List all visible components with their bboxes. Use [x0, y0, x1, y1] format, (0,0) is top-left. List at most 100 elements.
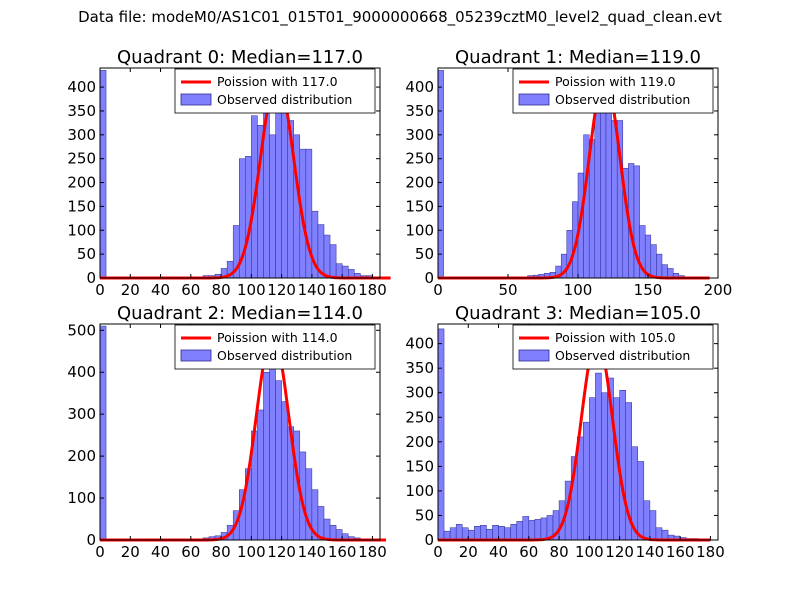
quadrant-2-legend: Poission with 114.0 Observed distribution: [174, 324, 376, 370]
quadrant-0-xtick-label: 40: [151, 281, 170, 299]
quadrant-3-title: Quadrant 3: Median=105.0: [455, 303, 701, 324]
quadrant-3-bar: [480, 525, 487, 541]
quadrant-3-bar: [637, 461, 645, 541]
quadrant-1-legend-observed-label: Observed distribution: [555, 92, 690, 107]
quadrant-3-ytick-label: 150: [405, 457, 434, 475]
quadrant-3-bar: [540, 517, 548, 541]
quadrant-0-axes-frame: [99, 67, 381, 279]
quadrant-0-title: Quadrant 0: Median=117.0: [117, 47, 363, 68]
quadrant-3-legend: Poission with 105.0 Observed distribution: [512, 324, 714, 370]
quadrant-3-bar: [510, 524, 517, 541]
quadrant-1-plot: 0 50 100 150 200 0 50 100 150 200 250 300 350 400 Quad…: [405, 47, 732, 299]
quadrant-0-legend-bar-swatch: [180, 93, 212, 106]
quadrant-2-xtick-label: 100: [237, 543, 266, 561]
quadrant-2-bar: [257, 409, 264, 541]
quadrant-1-ytick-label: 350: [405, 102, 434, 120]
quadrant-0-legend: Poission with 117.0 Observed distribution: [174, 68, 376, 114]
quadrant-0-bar: [341, 265, 349, 279]
quadrant-1-ytick-label: 300: [405, 126, 434, 144]
quadrant-3-bar: [619, 390, 626, 541]
quadrant-2-bar: [281, 401, 288, 541]
quadrant-0-xtick-label: 180: [358, 281, 387, 299]
quadrant-1-bar: [661, 264, 668, 279]
quadrant-0-bar: [281, 96, 288, 279]
quadrant-2-xtick-label: 180: [358, 543, 387, 561]
quadrant-0-legend-box: [174, 68, 376, 114]
quadrant-2-bar: [269, 363, 276, 541]
quadrant-3-xtick-label: 20: [459, 543, 478, 561]
quadrant-2-xtick-label: 60: [181, 543, 200, 561]
quadrant-3-bar: [449, 527, 457, 541]
quadrant-3-ytick-label: 0: [424, 531, 434, 549]
quadrant-1-legend-poisson-label: Poission with 119.0: [555, 74, 676, 89]
quadrant-2-title: Quadrant 2: Median=114.0: [117, 303, 363, 324]
quadrant-3-axes-frame: [437, 323, 719, 541]
quadrant-3-plot: 0 20 40 60 80 100 120 140 160 1800501001502002503…: [405, 303, 724, 561]
quadrant-3-bar: [649, 510, 657, 541]
quadrant-2-ytick-label: 300: [67, 405, 96, 423]
quadrant-3-ytick-label: 200: [405, 433, 434, 451]
quadrant-0-xtick-label: 160: [328, 281, 357, 299]
quadrant-3-bar: [583, 421, 590, 541]
quadrant-1-bar: [650, 244, 657, 279]
quadrant-2-xtick-label: 120: [267, 543, 296, 561]
quadrant-2-xtick-label: 140: [298, 543, 327, 561]
quadrant-2-legend-observed-label: Observed distribution: [217, 348, 352, 363]
quadrant-2-xtick-label: 0: [95, 543, 105, 561]
quadrant-1-ytick-label: 250: [405, 150, 434, 168]
quadrant-1-ytick-label: 0: [424, 269, 434, 287]
quadrant-3-ytick-label: 350: [405, 359, 434, 377]
quadrant-3-ytick-label: 300: [405, 384, 434, 402]
quadrant-3-bar: [474, 526, 481, 541]
quadrant-2-xtick-label: 20: [121, 543, 140, 561]
quadrant-1-xtick-label: 200: [704, 281, 733, 299]
quadrant-0-bar: [329, 244, 337, 279]
quadrant-3-xtick-label: 80: [550, 543, 569, 561]
quadrant-0-ytick-label: 400: [67, 78, 96, 96]
quadrant-0-bar: [323, 234, 331, 279]
quadrant-2-xtick-label: 160: [328, 543, 357, 561]
quadrant-1-legend-bar-swatch: [518, 93, 550, 106]
quadrant-0-ytick-label: 250: [67, 150, 96, 168]
quadrant-3-legend-poisson-label: Poission with 105.0: [555, 330, 676, 345]
quadrant-3-legend-box: [512, 324, 714, 370]
quadrant-2-ytick-label: 0: [86, 531, 96, 549]
quadrant-3-ytick-label: 250: [405, 408, 434, 426]
quadrant-1-ytick-label: 100: [405, 221, 434, 239]
quadrant-1-xtick-label: 0: [433, 281, 443, 299]
quadrant-0-bar: [335, 263, 343, 279]
quadrant-0-plot: 0 20 40 60 80 100 120 140 160 1800501001502002503…: [67, 47, 391, 299]
quadrant-3-legend-bar-swatch: [518, 349, 550, 362]
quadrant-3-xtick-label: 0: [433, 543, 443, 561]
quadrant-3-bar: [498, 526, 505, 541]
quadrant-1-legend: Poission with 119.0 Observed distribution: [512, 68, 714, 114]
quadrant-3-bar: [595, 372, 602, 541]
quadrant-3-xtick-label: 120: [605, 543, 634, 561]
quadrant-1-xtick-label: 50: [498, 281, 517, 299]
quadrant-0-legend-observed-label: Observed distribution: [217, 92, 352, 107]
quadrant-0-xtick-label: 0: [95, 281, 105, 299]
quadrant-3-xtick-label: 160: [666, 543, 695, 561]
quadrant-3-xtick-label: 60: [519, 543, 538, 561]
quadrant-1-xtick-label: 100: [564, 281, 593, 299]
quadrant-3-bar: [492, 525, 499, 541]
quadrant-3-bar: [504, 527, 511, 541]
quadrant-2-bar: [335, 529, 343, 541]
quadrant-1-bar: [605, 105, 612, 279]
quadrant-1-ytick-label: 400: [405, 78, 434, 96]
quadrant-3-bar: [655, 527, 663, 541]
quadrant-0-xtick-label: 120: [267, 281, 296, 299]
quadrant-0-xtick-label: 140: [298, 281, 327, 299]
quadrant-2-axes-frame: [99, 323, 381, 541]
quadrant-0-bar: [269, 134, 276, 279]
quadrant-3-bar: [589, 397, 596, 541]
quadrant-0-xtick-label: 60: [181, 281, 200, 299]
quadrant-3-bar: [528, 520, 536, 541]
quadrant-3-ytick-label: 400: [405, 335, 434, 353]
quadrant-0-ytick-label: 150: [67, 197, 96, 215]
quadrant-3-bar: [534, 519, 542, 541]
quadrant-0-ytick-label: 0: [86, 269, 96, 287]
quadrant-0-xtick-label: 80: [212, 281, 231, 299]
quadrant-2-bar: [329, 525, 337, 541]
